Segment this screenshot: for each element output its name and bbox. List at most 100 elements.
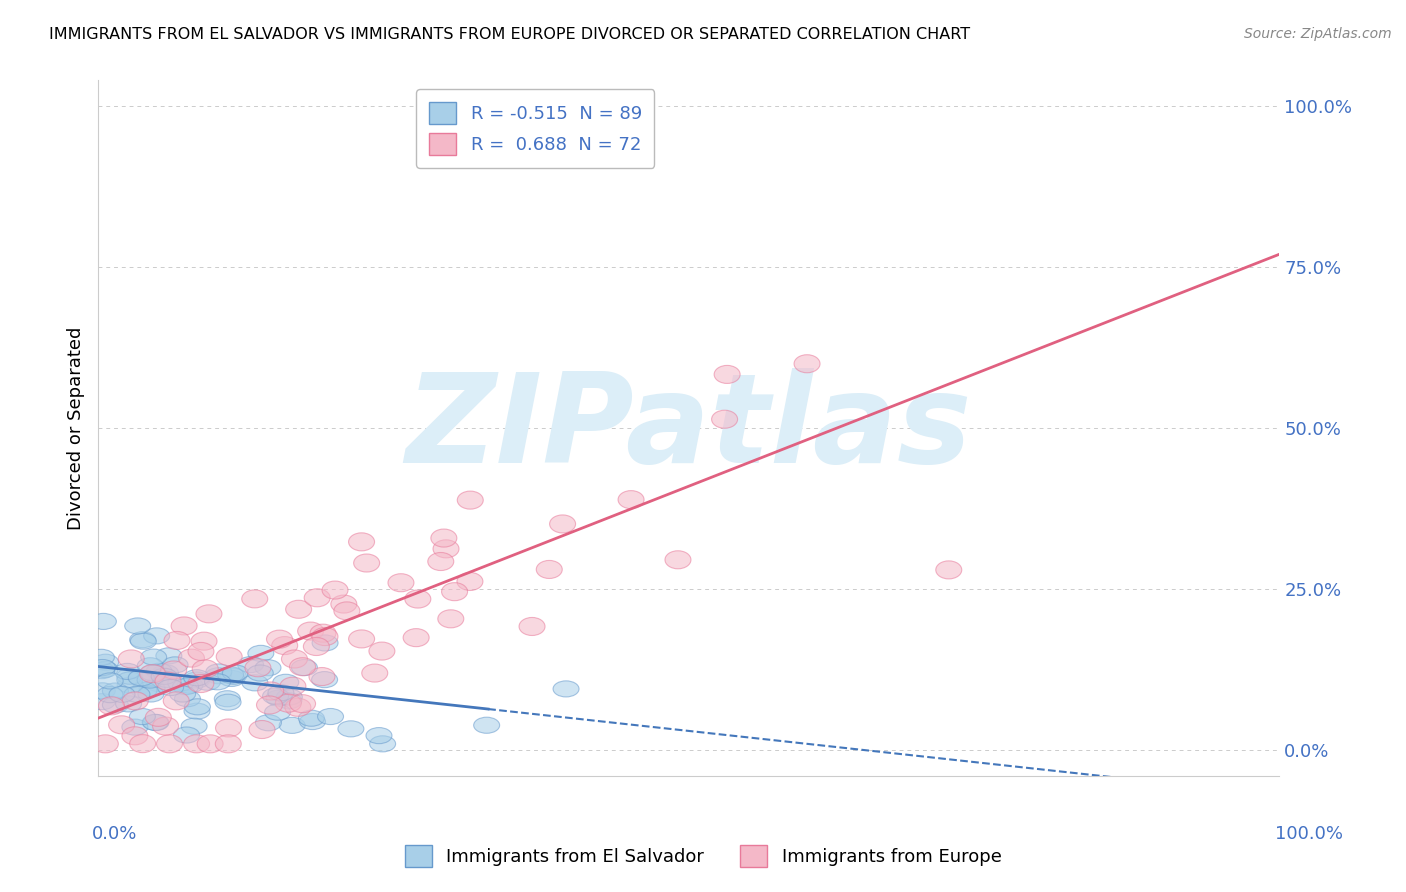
Ellipse shape bbox=[330, 595, 357, 613]
Ellipse shape bbox=[263, 688, 288, 704]
Ellipse shape bbox=[280, 677, 307, 695]
Ellipse shape bbox=[89, 694, 115, 710]
Ellipse shape bbox=[281, 650, 308, 668]
Ellipse shape bbox=[139, 665, 166, 682]
Ellipse shape bbox=[309, 667, 335, 686]
Y-axis label: Divorced or Separated: Divorced or Separated bbox=[66, 326, 84, 530]
Ellipse shape bbox=[349, 630, 374, 648]
Ellipse shape bbox=[90, 659, 115, 675]
Ellipse shape bbox=[122, 692, 148, 710]
Ellipse shape bbox=[474, 717, 499, 733]
Ellipse shape bbox=[936, 561, 962, 579]
Ellipse shape bbox=[115, 696, 142, 712]
Ellipse shape bbox=[179, 649, 204, 667]
Ellipse shape bbox=[172, 617, 197, 635]
Ellipse shape bbox=[163, 692, 190, 710]
Ellipse shape bbox=[794, 355, 820, 373]
Ellipse shape bbox=[298, 622, 323, 640]
Ellipse shape bbox=[430, 529, 457, 547]
Ellipse shape bbox=[93, 735, 118, 753]
Ellipse shape bbox=[361, 664, 388, 682]
Ellipse shape bbox=[254, 660, 281, 676]
Ellipse shape bbox=[437, 610, 464, 628]
Ellipse shape bbox=[205, 664, 232, 680]
Ellipse shape bbox=[298, 710, 325, 726]
Ellipse shape bbox=[117, 677, 143, 693]
Legend: Immigrants from El Salvador, Immigrants from Europe: Immigrants from El Salvador, Immigrants … bbox=[398, 838, 1008, 874]
Ellipse shape bbox=[245, 658, 271, 677]
Text: ZIPatlas: ZIPatlas bbox=[406, 368, 972, 489]
Ellipse shape bbox=[266, 690, 292, 706]
Ellipse shape bbox=[312, 635, 337, 651]
Ellipse shape bbox=[138, 686, 165, 702]
Ellipse shape bbox=[215, 735, 242, 753]
Ellipse shape bbox=[242, 590, 267, 607]
Ellipse shape bbox=[304, 638, 329, 656]
Ellipse shape bbox=[441, 582, 468, 600]
Ellipse shape bbox=[173, 679, 198, 695]
Ellipse shape bbox=[256, 714, 281, 731]
Ellipse shape bbox=[277, 689, 302, 705]
Ellipse shape bbox=[366, 728, 392, 744]
Ellipse shape bbox=[131, 682, 157, 698]
Ellipse shape bbox=[110, 686, 135, 702]
Text: IMMIGRANTS FROM EL SALVADOR VS IMMIGRANTS FROM EUROPE DIVORCED OR SEPARATED CORR: IMMIGRANTS FROM EL SALVADOR VS IMMIGRANT… bbox=[49, 27, 970, 42]
Ellipse shape bbox=[128, 670, 155, 686]
Ellipse shape bbox=[271, 637, 298, 655]
Ellipse shape bbox=[122, 719, 148, 735]
Ellipse shape bbox=[141, 665, 166, 681]
Ellipse shape bbox=[619, 491, 644, 508]
Ellipse shape bbox=[97, 687, 122, 703]
Text: 100.0%: 100.0% bbox=[1275, 825, 1343, 843]
Ellipse shape bbox=[457, 573, 482, 591]
Ellipse shape bbox=[165, 632, 190, 649]
Ellipse shape bbox=[188, 674, 214, 692]
Ellipse shape bbox=[152, 665, 179, 681]
Ellipse shape bbox=[218, 667, 243, 683]
Ellipse shape bbox=[117, 668, 143, 684]
Ellipse shape bbox=[304, 589, 330, 607]
Ellipse shape bbox=[139, 681, 165, 697]
Ellipse shape bbox=[285, 600, 312, 618]
Ellipse shape bbox=[405, 590, 430, 608]
Ellipse shape bbox=[215, 719, 242, 737]
Ellipse shape bbox=[457, 491, 484, 509]
Ellipse shape bbox=[519, 617, 546, 635]
Ellipse shape bbox=[114, 664, 141, 680]
Legend: R = -0.515  N = 89, R =  0.688  N = 72: R = -0.515 N = 89, R = 0.688 N = 72 bbox=[416, 89, 654, 168]
Ellipse shape bbox=[91, 661, 118, 677]
Ellipse shape bbox=[354, 554, 380, 572]
Ellipse shape bbox=[162, 657, 188, 673]
Ellipse shape bbox=[291, 659, 318, 675]
Ellipse shape bbox=[146, 663, 172, 680]
Ellipse shape bbox=[93, 654, 118, 670]
Ellipse shape bbox=[108, 715, 135, 734]
Ellipse shape bbox=[349, 533, 374, 551]
Ellipse shape bbox=[273, 674, 298, 690]
Ellipse shape bbox=[129, 632, 156, 648]
Ellipse shape bbox=[214, 690, 240, 706]
Ellipse shape bbox=[97, 673, 124, 689]
Ellipse shape bbox=[242, 674, 269, 691]
Ellipse shape bbox=[247, 665, 273, 681]
Ellipse shape bbox=[181, 718, 207, 734]
Ellipse shape bbox=[157, 680, 184, 696]
Ellipse shape bbox=[368, 642, 395, 660]
Ellipse shape bbox=[222, 665, 249, 681]
Text: 0.0%: 0.0% bbox=[91, 825, 136, 843]
Ellipse shape bbox=[195, 605, 222, 623]
Ellipse shape bbox=[197, 735, 224, 753]
Ellipse shape bbox=[174, 690, 201, 706]
Ellipse shape bbox=[312, 628, 337, 646]
Ellipse shape bbox=[311, 624, 336, 642]
Ellipse shape bbox=[322, 581, 349, 599]
Ellipse shape bbox=[156, 648, 181, 664]
Ellipse shape bbox=[138, 672, 163, 688]
Ellipse shape bbox=[276, 693, 302, 709]
Ellipse shape bbox=[204, 673, 231, 690]
Ellipse shape bbox=[184, 670, 209, 686]
Ellipse shape bbox=[205, 668, 232, 684]
Ellipse shape bbox=[141, 649, 167, 665]
Ellipse shape bbox=[125, 618, 150, 634]
Ellipse shape bbox=[280, 717, 305, 733]
